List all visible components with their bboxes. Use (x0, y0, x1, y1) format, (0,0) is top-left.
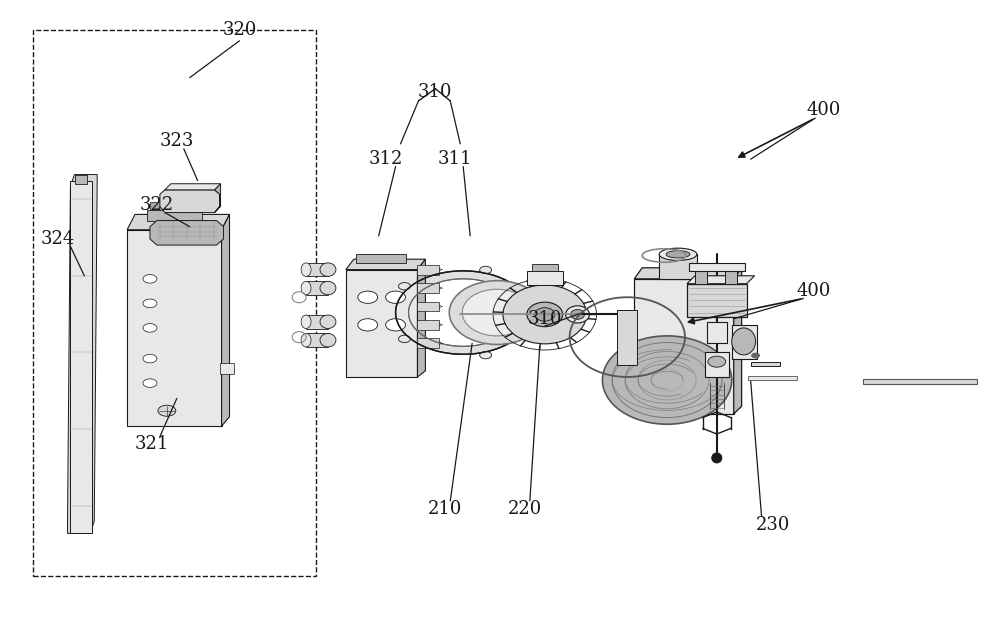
Bar (75, 175, 87, 184)
Ellipse shape (301, 281, 311, 295)
Bar (150, 202, 198, 209)
Bar (33, 30, 316, 576)
Bar (417, 265, 439, 275)
Ellipse shape (399, 335, 410, 342)
Bar (532, 264, 558, 272)
Ellipse shape (301, 263, 311, 276)
Ellipse shape (732, 328, 756, 355)
Text: 210: 210 (428, 500, 462, 518)
Ellipse shape (386, 319, 406, 331)
Ellipse shape (480, 352, 492, 359)
Text: 323: 323 (160, 132, 194, 150)
Text: 310: 310 (418, 83, 453, 101)
Bar (634, 279, 734, 413)
Bar (732, 325, 757, 358)
Ellipse shape (143, 299, 157, 308)
Bar (687, 284, 747, 318)
Ellipse shape (527, 302, 563, 327)
Ellipse shape (143, 379, 157, 387)
Ellipse shape (399, 282, 410, 290)
Bar (707, 322, 727, 344)
Bar (417, 283, 439, 293)
Ellipse shape (320, 334, 336, 347)
Bar (306, 281, 328, 295)
Text: 400: 400 (806, 101, 840, 119)
Text: 322: 322 (140, 196, 174, 214)
Bar (417, 301, 439, 311)
Polygon shape (160, 190, 220, 212)
Polygon shape (634, 268, 742, 279)
Ellipse shape (752, 353, 760, 358)
Ellipse shape (503, 285, 587, 344)
Bar (356, 254, 406, 264)
Text: 220: 220 (508, 500, 542, 518)
Bar (659, 254, 697, 279)
Bar (527, 272, 563, 285)
Bar (70, 181, 92, 534)
Text: 312: 312 (368, 150, 403, 168)
Ellipse shape (449, 280, 545, 344)
Bar (725, 269, 737, 284)
Ellipse shape (571, 310, 585, 319)
Bar (220, 363, 234, 374)
Bar (306, 263, 328, 276)
Polygon shape (127, 214, 230, 230)
Polygon shape (417, 259, 425, 377)
Ellipse shape (143, 275, 157, 283)
Ellipse shape (320, 315, 336, 329)
Bar (417, 339, 439, 348)
Ellipse shape (386, 291, 406, 303)
Ellipse shape (158, 405, 176, 416)
Bar (417, 320, 439, 330)
Text: 324: 324 (40, 230, 75, 248)
Polygon shape (215, 184, 221, 212)
Bar (705, 352, 729, 377)
Bar (306, 315, 328, 329)
Ellipse shape (301, 315, 311, 329)
Bar (863, 379, 977, 384)
Text: 311: 311 (438, 150, 473, 168)
Ellipse shape (320, 281, 336, 295)
Ellipse shape (462, 289, 532, 336)
Text: 320: 320 (222, 22, 257, 40)
Ellipse shape (659, 248, 697, 261)
Ellipse shape (358, 291, 378, 303)
Ellipse shape (566, 306, 590, 323)
Text: 230: 230 (756, 516, 791, 534)
Polygon shape (734, 268, 742, 413)
Ellipse shape (143, 354, 157, 363)
Bar (617, 310, 637, 365)
Polygon shape (150, 220, 224, 245)
Ellipse shape (143, 324, 157, 332)
Ellipse shape (712, 453, 722, 463)
Ellipse shape (535, 308, 555, 321)
Polygon shape (222, 214, 230, 426)
Bar (306, 334, 328, 347)
Polygon shape (346, 259, 425, 270)
Bar (748, 376, 797, 380)
Bar (127, 230, 222, 426)
Ellipse shape (708, 356, 726, 367)
Ellipse shape (320, 263, 336, 276)
Ellipse shape (602, 336, 732, 424)
Ellipse shape (301, 334, 311, 347)
Bar (751, 362, 780, 366)
Ellipse shape (358, 319, 378, 331)
Polygon shape (165, 184, 221, 190)
Polygon shape (687, 275, 755, 284)
Bar (346, 270, 417, 377)
Text: 310: 310 (528, 310, 562, 327)
Bar (695, 269, 707, 284)
Ellipse shape (480, 266, 492, 274)
Polygon shape (396, 271, 523, 354)
Text: 400: 400 (796, 282, 830, 300)
Text: 321: 321 (135, 435, 169, 454)
Bar (689, 264, 745, 271)
Bar (147, 209, 202, 220)
Ellipse shape (666, 251, 690, 258)
Polygon shape (67, 175, 97, 534)
